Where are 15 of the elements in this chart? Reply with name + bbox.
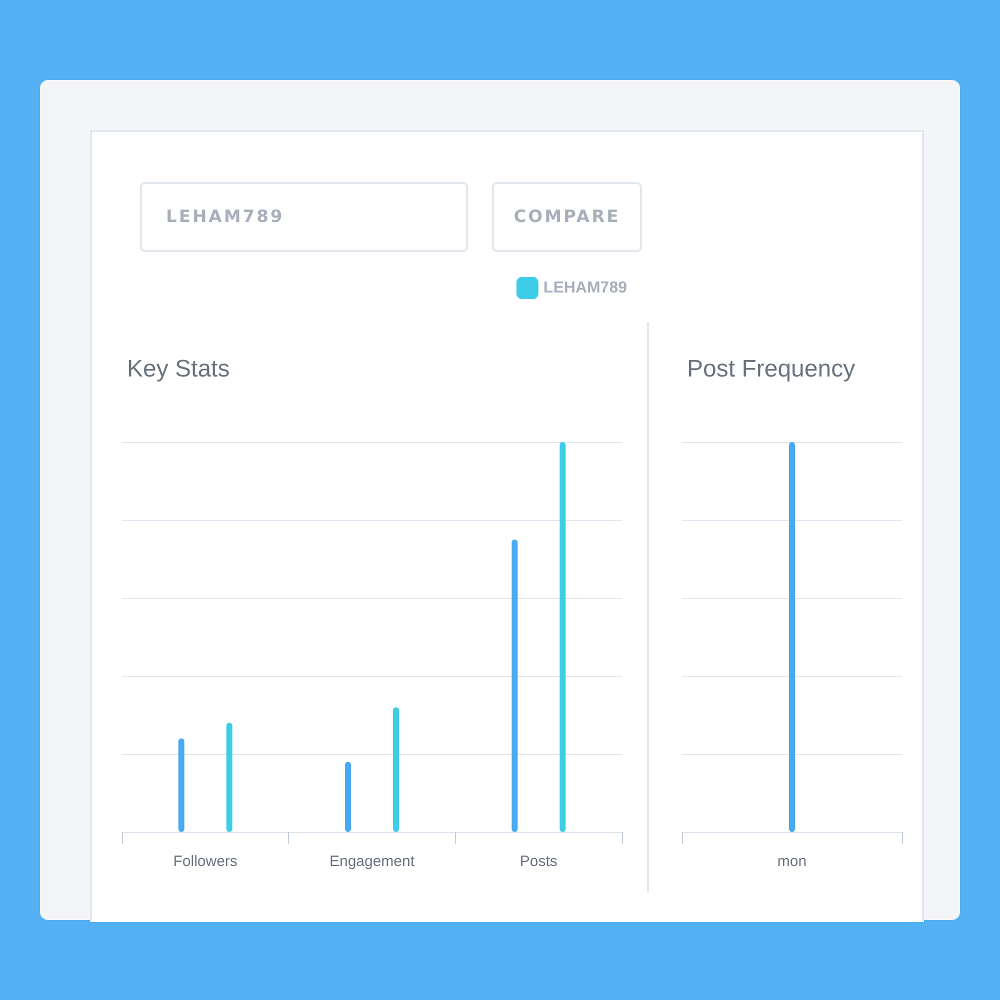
chart-title: Post Frequency [687,356,856,382]
x-tick-label: Followers [173,853,238,870]
button[interactable]: COMPARE [492,182,642,252]
bar [512,540,518,832]
x-tick-label: Engagement [329,853,416,870]
text-field[interactable]: LEHAM789 [140,182,468,252]
x-tick-label: Posts [520,853,558,870]
chart-title: Key Stats [127,356,230,382]
bar [393,707,399,832]
bar [345,762,351,832]
bar [226,722,232,832]
x-tick-label: mon [777,853,807,870]
bar [178,738,184,832]
bar [560,442,566,832]
legend-label: LEHAM789 [543,280,628,296]
